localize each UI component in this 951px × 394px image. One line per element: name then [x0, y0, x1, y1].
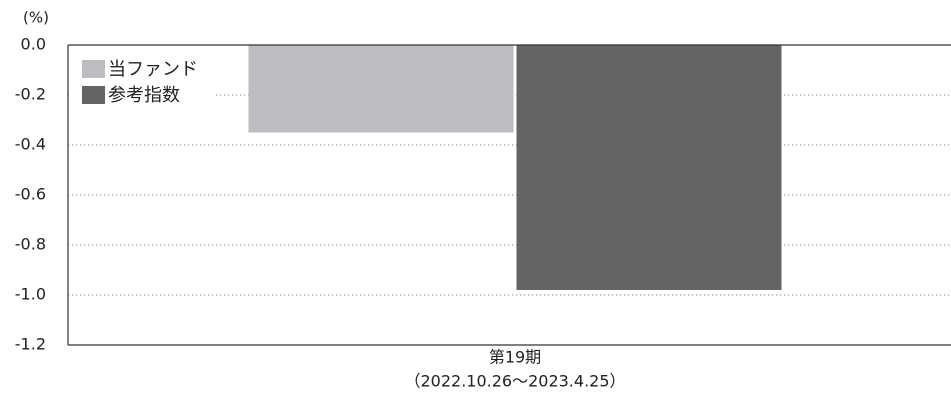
- bar-fund: [248, 45, 514, 133]
- x-category-label: 第19期: [489, 348, 541, 367]
- y-tick-label: -0.2: [15, 85, 46, 104]
- axes: [67, 44, 951, 346]
- legend-label-benchmark: 参考指数: [108, 85, 180, 106]
- y-tick-label: -1.2: [15, 335, 46, 354]
- y-tick-label: -0.6: [15, 185, 46, 204]
- y-tick-label: -1.0: [15, 285, 46, 304]
- y-tick-labels: 0.0 -0.2 -0.4 -0.6 -0.8 -1.0 -1.2: [15, 35, 46, 354]
- legend-label-fund: 当ファンド: [108, 59, 198, 80]
- bars: [248, 45, 782, 290]
- y-tick-label: -0.8: [15, 235, 46, 254]
- legend-swatch-fund: [82, 60, 105, 78]
- legend: 当ファンド 参考指数: [69, 50, 215, 108]
- bar-benchmark: [516, 45, 782, 290]
- y-tick-label: -0.4: [15, 135, 46, 154]
- x-category-period-label: （2022.10.26～2023.4.25）: [404, 372, 625, 391]
- y-tick-label: 0.0: [21, 35, 46, 54]
- y-unit-label: (%): [23, 9, 49, 27]
- legend-swatch-benchmark: [82, 86, 105, 104]
